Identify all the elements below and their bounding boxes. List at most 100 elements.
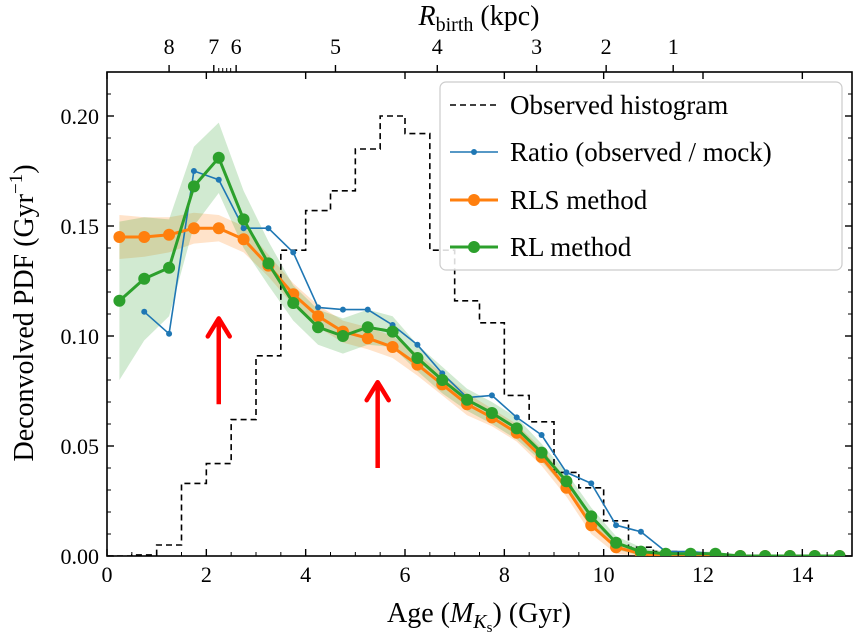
x-tick-label: 0: [102, 562, 113, 587]
data-point-series-1: [166, 330, 173, 337]
y-tick-label: 0.15: [61, 214, 100, 239]
observed-histogram-step: [107, 115, 753, 556]
data-point-series-2: [312, 310, 325, 323]
data-point-series-1: [414, 341, 421, 348]
y-tick-label: 0.20: [61, 104, 100, 129]
top-tick-label: 1: [668, 34, 679, 59]
top-tick-label: 2: [601, 34, 612, 59]
series-lines-layer: [113, 151, 846, 556]
data-point-series-3: [808, 550, 821, 556]
data-point-series-1: [637, 528, 644, 535]
x-tick-label: 6: [400, 562, 411, 587]
observed-histogram-layer: [107, 115, 753, 556]
data-point-series-2: [585, 519, 598, 532]
data-point-series-3: [510, 422, 523, 435]
data-point-series-3: [585, 510, 598, 523]
data-point-series-1: [563, 469, 570, 476]
data-point-series-2: [386, 341, 399, 353]
data-point-series-3: [833, 550, 846, 556]
data-point-series-3: [411, 352, 424, 364]
data-point-series-1: [538, 432, 545, 438]
legend-label-rls: RLS method: [510, 185, 648, 215]
data-point-series-1: [588, 480, 595, 487]
legend-label-rl: RL method: [510, 232, 632, 262]
legend-box: [439, 81, 843, 271]
legend-label-ratio: Ratio (observed / mock): [510, 137, 772, 167]
data-point-series-1: [240, 225, 247, 232]
y-tick-label: 0.05: [61, 434, 100, 459]
legend: Observed histogram Ratio (observed / moc…: [439, 81, 843, 271]
data-point-series-3: [734, 550, 747, 556]
data-point-series-1: [513, 414, 520, 421]
x-tick-label: 10: [593, 562, 615, 587]
top-axis-title: Rbirth (kpc): [418, 1, 540, 36]
data-point-series-1: [315, 304, 322, 311]
data-point-series-3: [287, 297, 300, 309]
data-point-series-3: [262, 257, 275, 270]
data-point-series-3: [163, 261, 176, 274]
annotation-arrow-head-1: [364, 379, 391, 403]
x-axis-title: Age (MKs) (Gyr): [387, 598, 571, 634]
data-point-series-1: [613, 522, 620, 529]
legend-marker-rls: [468, 194, 480, 206]
legend-marker-rl: [468, 241, 480, 253]
y-axis-title: Deconvolved PDF (Gyr−1): [6, 164, 40, 461]
data-point-series-3: [187, 180, 200, 193]
y-tick-label: 0.10: [61, 324, 100, 349]
data-point-series-1: [488, 392, 495, 399]
data-point-series-3: [535, 446, 548, 459]
annotation-arrows-layer: [205, 316, 391, 468]
data-point-series-2: [163, 228, 176, 241]
annotation-arrow-head-0: [205, 316, 232, 339]
data-point-series-3: [312, 321, 325, 334]
data-point-series-1: [339, 306, 346, 313]
uncertainty-band-3: [119, 122, 840, 556]
data-point-series-3: [560, 475, 573, 488]
data-point-series-2: [361, 332, 374, 345]
x-axis-ticks: 0 2 4 6 8 10 12 14: [102, 72, 828, 587]
data-point-series-3: [759, 550, 772, 556]
data-point-series-3: [684, 547, 697, 556]
data-point-series-1: [190, 168, 197, 174]
data-point-series-3: [709, 547, 722, 556]
data-point-series-3: [485, 407, 498, 419]
data-point-series-3: [659, 547, 672, 556]
top-tick-label: 8: [164, 34, 175, 59]
data-point-series-3: [361, 321, 374, 334]
data-point-series-3: [386, 325, 399, 338]
x-tick-label: 4: [300, 562, 311, 587]
data-point-series-2: [187, 222, 200, 235]
data-point-series-1: [364, 306, 371, 313]
series-line-2: [119, 226, 840, 556]
data-point-series-3: [610, 536, 623, 549]
y-tick-label: 0.00: [61, 544, 100, 569]
data-point-series-2: [212, 222, 225, 235]
data-point-series-3: [436, 374, 449, 386]
top-tick-label: 3: [531, 34, 542, 59]
top-tick-label: 5: [330, 34, 341, 59]
data-point-series-2: [138, 231, 151, 243]
top-tick-label: 6: [231, 34, 242, 59]
data-point-series-3: [634, 545, 647, 556]
x-tick-label: 8: [499, 562, 510, 587]
data-point-series-3: [212, 151, 225, 164]
x-tick-label: 2: [201, 562, 212, 587]
legend-label-observed-histogram: Observed histogram: [510, 90, 728, 120]
top-tick-label: 7: [208, 34, 219, 59]
data-point-series-3: [783, 550, 796, 556]
data-point-series-1: [290, 249, 297, 256]
data-point-series-2: [113, 231, 126, 243]
data-point-series-1: [265, 225, 272, 232]
data-point-series-1: [215, 176, 222, 183]
data-point-series-3: [113, 294, 126, 307]
data-point-series-2: [237, 233, 250, 246]
data-point-series-3: [461, 393, 474, 406]
y-axis-ticks: 0.00 0.05 0.10 0.15 0.20: [61, 93, 852, 569]
x-tick-label: 12: [692, 562, 714, 587]
data-point-series-1: [141, 308, 148, 315]
legend-marker-ratio: [471, 149, 477, 155]
data-point-series-3: [237, 213, 250, 226]
data-point-series-3: [336, 330, 349, 342]
